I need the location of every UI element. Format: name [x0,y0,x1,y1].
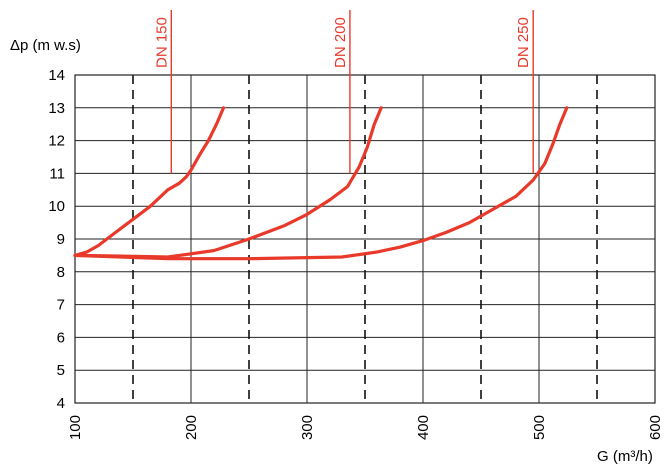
y-tick-label: 13 [48,100,65,117]
x-tick-label: 400 [415,415,432,440]
y-tick-label: 7 [57,297,65,314]
x-tick-label: 300 [299,415,316,440]
x-tick-label: 100 [67,415,84,440]
series-line [73,106,569,261]
dn-label: DN 150 [153,17,170,68]
x-tick-label: 200 [183,415,200,440]
x-tick-label: 600 [647,415,664,440]
series-line [73,106,383,259]
curves [73,106,569,261]
x-axis-title: G (m³/h) [597,448,653,465]
plot-frame [74,74,656,404]
y-axis-title: Δp (m w.s) [10,37,81,54]
y-tick-label: 9 [57,231,65,248]
series-line [73,106,226,257]
y-tick-label: 6 [57,329,65,346]
y-tick-label: 12 [48,133,65,150]
y-tick-label: 8 [57,264,65,281]
y-tick-label: 5 [57,362,65,379]
y-tick-label: 11 [49,165,65,182]
dn-markers: DN 150 DN 200 DN 250 [153,10,534,174]
y-tick-label: 10 [48,198,65,215]
dn-label: DN 250 [515,17,532,68]
y-tick-label: 4 [57,395,65,412]
x-tick-label: 500 [531,415,548,440]
x-tick-labels: 100 200 300 400 500 600 [67,415,664,440]
dn-label: DN 200 [332,17,349,68]
y-tick-label: 14 [48,67,65,84]
plot-border [74,74,656,404]
y-tick-labels: 4 5 6 7 8 9 10 11 12 13 14 [48,67,65,412]
